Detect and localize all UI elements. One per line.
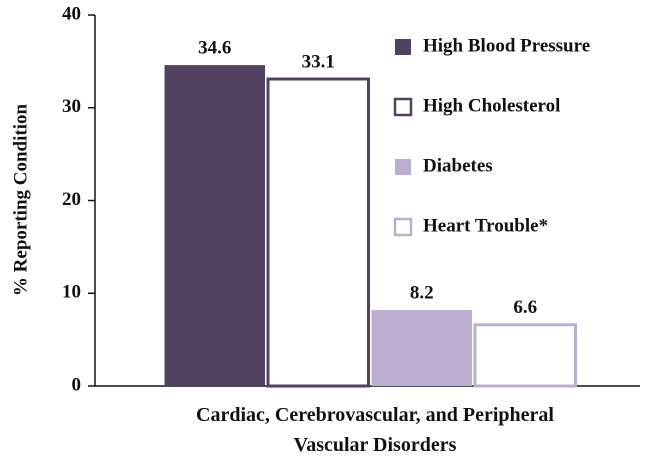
bar xyxy=(164,65,265,387)
legend-swatch xyxy=(393,217,413,237)
value-label: 6.6 xyxy=(513,297,537,318)
bar xyxy=(266,77,370,388)
y-tick-label: 10 xyxy=(62,282,81,303)
y-tick-label: 30 xyxy=(62,96,81,117)
y-tick-label: 0 xyxy=(72,374,82,395)
value-label: 8.2 xyxy=(410,282,434,303)
value-label: 34.6 xyxy=(198,37,231,58)
legend-swatch xyxy=(395,159,411,175)
x-tick-label: Cardiac, Cerebrovascular, and Peripheral… xyxy=(196,404,554,456)
legend-swatch xyxy=(395,39,411,55)
value-label: 33.1 xyxy=(302,51,335,72)
y-tick-label: 40 xyxy=(62,3,81,24)
y-axis-label: % Reporting Condition xyxy=(10,104,31,297)
legend-label: High Blood Pressure xyxy=(423,35,590,56)
legend-label: Heart Trouble* xyxy=(423,215,548,236)
y-tick-label: 20 xyxy=(62,189,81,210)
legend-label: Diabetes xyxy=(423,155,493,176)
legend-label: High Cholesterol xyxy=(423,95,560,116)
bar xyxy=(371,309,472,386)
bar xyxy=(473,323,577,388)
legend-swatch xyxy=(393,97,413,117)
